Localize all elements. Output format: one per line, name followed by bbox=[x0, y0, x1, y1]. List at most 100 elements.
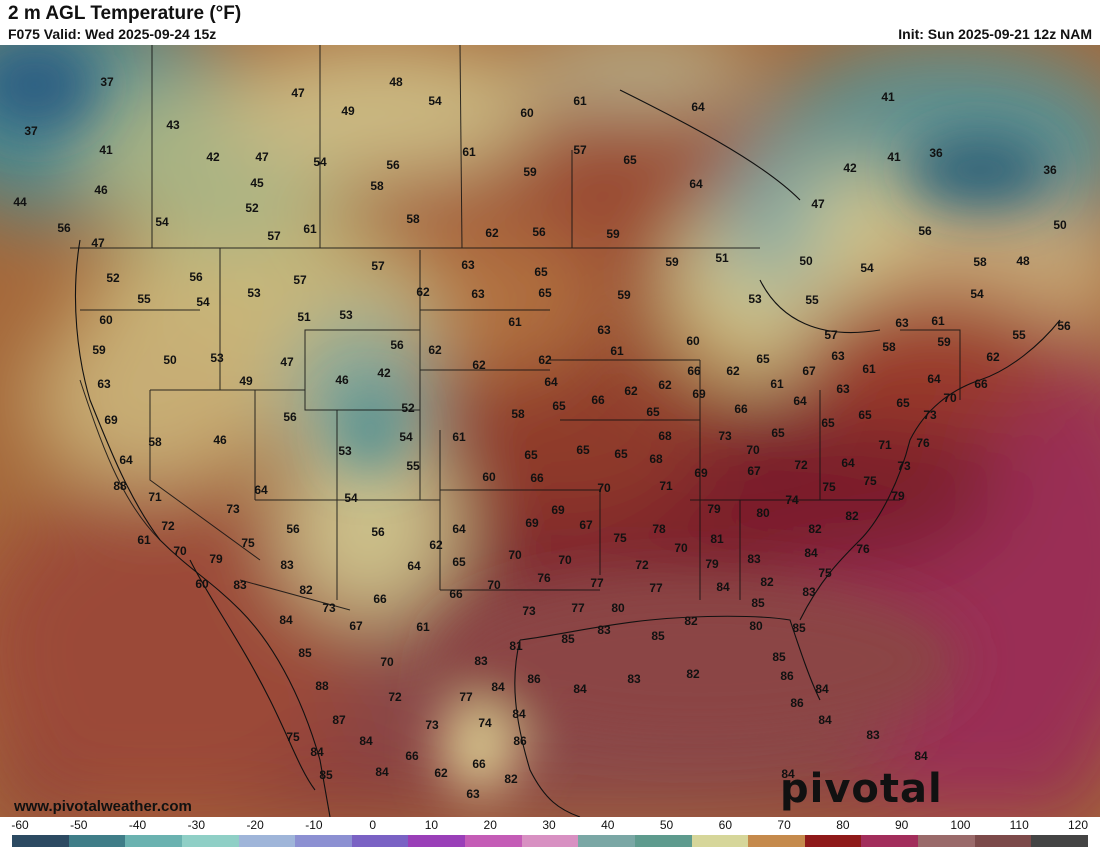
colorbar-segment bbox=[125, 835, 183, 847]
temperature-label: 73 bbox=[322, 601, 336, 615]
temperature-label: 84 bbox=[914, 749, 928, 763]
temperature-label: 61 bbox=[452, 430, 466, 444]
temperature-label: 62 bbox=[658, 378, 672, 392]
temperature-label: 72 bbox=[635, 558, 649, 572]
colorbar-ticks: -60 -50 -40 -30 -20 -10 0 10 20 30 40 50 60 70 80 90 100… bbox=[0, 817, 1100, 833]
colorbar-segment bbox=[861, 835, 919, 847]
temperature-label: 46 bbox=[213, 433, 227, 447]
temperature-label: 65 bbox=[771, 426, 785, 440]
temperature-label: 50 bbox=[799, 254, 813, 268]
temperature-label: 84 bbox=[804, 546, 818, 560]
temperature-label: 82 bbox=[684, 614, 698, 628]
temperature-label: 81 bbox=[509, 639, 523, 653]
temperature-label: 37 bbox=[24, 124, 38, 138]
temperature-label: 61 bbox=[862, 362, 876, 376]
temperature-label: 52 bbox=[401, 401, 415, 415]
colorbar-tick-label: -10 bbox=[305, 818, 323, 832]
temperature-label: 85 bbox=[561, 632, 575, 646]
colorbar-segment bbox=[974, 835, 1032, 847]
temperature-label: 84 bbox=[375, 765, 389, 779]
temperature-label: 57 bbox=[824, 328, 838, 342]
temperature-label: 54 bbox=[313, 155, 327, 169]
temperature-label: 65 bbox=[821, 416, 835, 430]
temperature-label: 62 bbox=[986, 350, 1000, 364]
temperature-label: 83 bbox=[866, 728, 880, 742]
temperature-label: 60 bbox=[99, 313, 113, 327]
temperature-label: 61 bbox=[137, 533, 151, 547]
temperature-label: 47 bbox=[291, 86, 305, 100]
temperature-label: 56 bbox=[532, 225, 546, 239]
temperature-label: 67 bbox=[802, 364, 816, 378]
colorbar-tick-label: 90 bbox=[894, 818, 909, 832]
temperature-label: 70 bbox=[173, 544, 187, 558]
temperature-label: 66 bbox=[734, 402, 748, 416]
temperature-label: 51 bbox=[297, 310, 311, 324]
colorbar-tick-label: 100 bbox=[950, 818, 971, 832]
temperature-label: 61 bbox=[508, 315, 522, 329]
temperature-map[interactable]: 37 37 43 41 42 47 46 45 44 52 54 56 47 57 61 47 48 49 54 54… bbox=[0, 45, 1100, 817]
temperature-label: 67 bbox=[579, 518, 593, 532]
temperature-label: 65 bbox=[576, 443, 590, 457]
temperature-label: 56 bbox=[390, 338, 404, 352]
temperature-label: 53 bbox=[210, 351, 224, 365]
colorbar-segment bbox=[578, 835, 636, 847]
temperature-label: 65 bbox=[858, 408, 872, 422]
temperature-label: 66 bbox=[687, 364, 701, 378]
temperature-label: 50 bbox=[1053, 218, 1067, 232]
temperature-label: 69 bbox=[104, 413, 118, 427]
temperature-label: 64 bbox=[254, 483, 268, 497]
temperature-label: 78 bbox=[652, 522, 666, 536]
temperature-label: 83 bbox=[802, 585, 816, 599]
colorbar-tick-label: -60 bbox=[11, 818, 29, 832]
temperature-label: 85 bbox=[651, 629, 665, 643]
temperature-label: 80 bbox=[749, 619, 763, 633]
temperature-label: 86 bbox=[790, 696, 804, 710]
temperature-label: 76 bbox=[856, 542, 870, 556]
temperature-label: 69 bbox=[551, 503, 565, 517]
temperature-label: 60 bbox=[195, 577, 209, 591]
temperature-label: 83 bbox=[627, 672, 641, 686]
temperature-label: 41 bbox=[99, 143, 113, 157]
temperature-label: 54 bbox=[428, 94, 442, 108]
temperature-label: 62 bbox=[624, 384, 638, 398]
temperature-label: 53 bbox=[339, 308, 353, 322]
temperature-label: 43 bbox=[166, 118, 180, 132]
temperature-label: 62 bbox=[485, 226, 499, 240]
temperature-label: 36 bbox=[1043, 163, 1057, 177]
temperature-label: 56 bbox=[57, 221, 71, 235]
temperature-label: 63 bbox=[466, 787, 480, 801]
temperature-label: 66 bbox=[449, 587, 463, 601]
colorbar-strip bbox=[12, 835, 1089, 847]
temperature-label: 74 bbox=[478, 716, 492, 730]
temperature-label: 75 bbox=[241, 536, 255, 550]
temperature-label: 71 bbox=[878, 438, 892, 452]
temperature-label: 47 bbox=[255, 150, 269, 164]
temperature-label: 72 bbox=[161, 519, 175, 533]
temperature-label: 62 bbox=[416, 285, 430, 299]
temperature-label: 56 bbox=[189, 270, 203, 284]
temperature-label: 49 bbox=[341, 104, 355, 118]
temperature-label: 53 bbox=[247, 286, 261, 300]
temperature-label: 47 bbox=[91, 236, 105, 250]
temperature-label: 56 bbox=[918, 224, 932, 238]
temperature-label: 70 bbox=[674, 541, 688, 555]
temperature-label: 85 bbox=[772, 650, 786, 664]
website-credit[interactable]: www.pivotalweather.com bbox=[14, 798, 192, 815]
temperature-label: 85 bbox=[319, 768, 333, 782]
temperature-label: 60 bbox=[520, 106, 534, 120]
init-time: Init: Sun 2025-09-21 12z NAM bbox=[898, 26, 1092, 42]
temperature-label: 58 bbox=[148, 435, 162, 449]
temperature-label: 56 bbox=[386, 158, 400, 172]
temperature-label: 55 bbox=[805, 293, 819, 307]
temperature-label: 64 bbox=[119, 453, 133, 467]
colorbar-segment bbox=[634, 835, 693, 847]
temperature-label: 36 bbox=[929, 146, 943, 160]
temperature-label: 59 bbox=[665, 255, 679, 269]
temperature-label: 65 bbox=[614, 447, 628, 461]
temperature-label: 48 bbox=[1016, 254, 1030, 268]
temperature-label: 63 bbox=[895, 316, 909, 330]
temperature-label: 70 bbox=[597, 481, 611, 495]
temperature-label: 75 bbox=[613, 531, 627, 545]
temperature-label: 85 bbox=[792, 621, 806, 635]
colorbar-tick-label: -30 bbox=[187, 818, 205, 832]
